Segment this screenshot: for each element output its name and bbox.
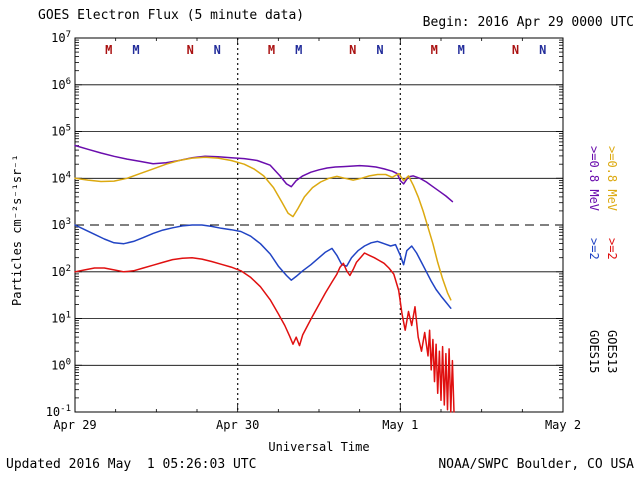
series-goes13-2-mev bbox=[74, 252, 455, 413]
y-tick-label: 101 bbox=[51, 311, 71, 326]
chart-title: GOES Electron Flux (5 minute data) bbox=[38, 8, 305, 23]
marker-midnight: M bbox=[431, 43, 438, 57]
updated-timestamp: Updated 2016 May 1 05:26:03 UTC bbox=[6, 457, 257, 472]
series-goes15-2-mev bbox=[74, 224, 452, 309]
legend-goes13-ge0p8mev: >=0.8 MeV bbox=[605, 146, 619, 212]
marker-noon: N bbox=[187, 43, 194, 57]
legend-goes15-ge0p8mev: >=0.8 MeV bbox=[587, 146, 601, 212]
marker-midnight: M bbox=[105, 43, 112, 57]
x-tick-label: Apr 30 bbox=[216, 418, 259, 432]
y-tick-label: 106 bbox=[51, 77, 71, 92]
marker-noon: N bbox=[376, 43, 383, 57]
legend-goes13-ge2mev: >=2 bbox=[605, 238, 619, 260]
begin-timestamp: Begin: 2016 Apr 29 0000 UTC bbox=[422, 15, 634, 30]
legend-goes15-ge2mev: >=2 bbox=[587, 238, 601, 260]
marker-midnight: M bbox=[268, 43, 275, 57]
y-tick-label: 10-1 bbox=[46, 404, 71, 419]
y-tick-label: 107 bbox=[51, 30, 71, 45]
marker-noon: N bbox=[539, 43, 546, 57]
x-tick-label: May 1 bbox=[382, 418, 418, 432]
x-axis-title: Universal Time bbox=[268, 440, 370, 454]
y-tick-label: 100 bbox=[51, 357, 71, 372]
marker-noon: N bbox=[349, 43, 356, 57]
series-lines bbox=[74, 144, 455, 413]
legend-goes13-satellite-label: GOES13 bbox=[605, 330, 619, 374]
marker-noon: N bbox=[512, 43, 519, 57]
marker-midnight: M bbox=[295, 43, 302, 57]
marker-midnight: M bbox=[458, 43, 465, 57]
x-tick-label: Apr 29 bbox=[53, 418, 96, 432]
gridlines bbox=[75, 38, 563, 412]
y-tick-label: 102 bbox=[51, 264, 71, 279]
source-credit: NOAA/SWPC Boulder, CO USA bbox=[438, 457, 634, 472]
marker-midnight: M bbox=[132, 43, 139, 57]
series-goes13-0-8-mev bbox=[74, 156, 452, 301]
y-tick-labels: 107 106 105 104 103 102 101 100 10-1 bbox=[46, 30, 71, 419]
y-tick-label: 104 bbox=[51, 170, 71, 185]
legend-goes15-satellite-label: GOES15 bbox=[587, 330, 601, 374]
y-axis-title: Particles cm⁻²s⁻¹sr⁻¹ bbox=[10, 154, 24, 306]
x-tick-label: May 2 bbox=[545, 418, 581, 432]
series-goes15-0-8-mev bbox=[74, 144, 454, 203]
marker-noon: N bbox=[214, 43, 221, 57]
y-tick-label: 103 bbox=[51, 217, 71, 232]
y-tick-label: 105 bbox=[51, 124, 71, 139]
